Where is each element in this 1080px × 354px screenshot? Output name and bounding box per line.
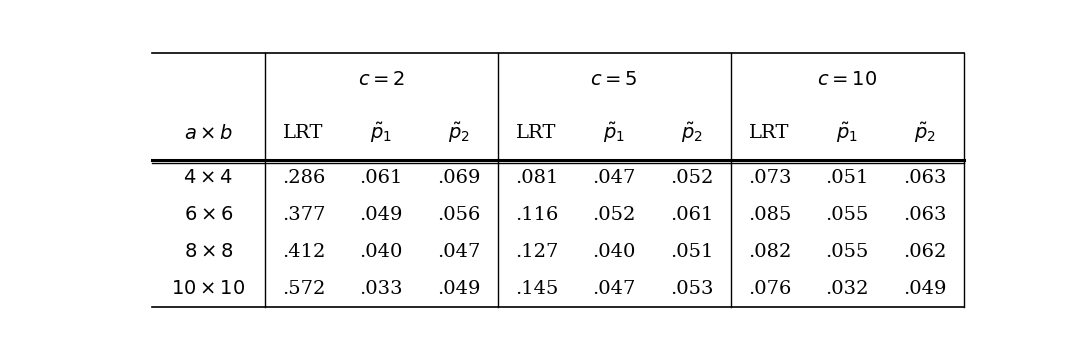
Text: .049: .049 [360, 206, 403, 224]
Text: .076: .076 [747, 280, 792, 297]
Text: .081: .081 [515, 169, 558, 187]
Text: .040: .040 [360, 243, 403, 261]
Text: .049: .049 [903, 280, 946, 297]
Text: $c=5$: $c=5$ [591, 71, 638, 89]
Text: .377: .377 [282, 206, 325, 224]
Text: $10 \times 10$: $10 \times 10$ [171, 280, 245, 297]
Text: .055: .055 [825, 206, 868, 224]
Text: .049: .049 [437, 280, 481, 297]
Text: .056: .056 [437, 206, 481, 224]
Text: .572: .572 [282, 280, 325, 297]
Text: .033: .033 [360, 280, 403, 297]
Text: $\tilde{p}_2$: $\tilde{p}_2$ [914, 121, 935, 145]
Text: .052: .052 [671, 169, 714, 187]
Text: .063: .063 [903, 169, 946, 187]
Text: .063: .063 [903, 206, 946, 224]
Text: .062: .062 [903, 243, 946, 261]
Text: .082: .082 [747, 243, 792, 261]
Text: .286: .286 [282, 169, 325, 187]
Text: .032: .032 [825, 280, 869, 297]
Text: .085: .085 [747, 206, 792, 224]
Text: .051: .051 [825, 169, 868, 187]
Text: $\tilde{p}_1$: $\tilde{p}_1$ [603, 121, 625, 145]
Text: .051: .051 [671, 243, 714, 261]
Text: .055: .055 [825, 243, 868, 261]
Text: $\tilde{p}_2$: $\tilde{p}_2$ [448, 121, 470, 145]
Text: .047: .047 [593, 169, 636, 187]
Text: $c=10$: $c=10$ [818, 71, 877, 89]
Text: .412: .412 [282, 243, 325, 261]
Text: .040: .040 [593, 243, 636, 261]
Text: .116: .116 [515, 206, 558, 224]
Text: .061: .061 [671, 206, 714, 224]
Text: $4 \times 4$: $4 \times 4$ [184, 169, 233, 187]
Text: LRT: LRT [283, 124, 324, 142]
Text: $\tilde{p}_2$: $\tilde{p}_2$ [680, 121, 703, 145]
Text: $6 \times 6$: $6 \times 6$ [184, 206, 233, 224]
Text: $a \times b$: $a \times b$ [184, 124, 233, 143]
Text: .053: .053 [670, 280, 714, 297]
Text: $\tilde{p}_1$: $\tilde{p}_1$ [836, 121, 859, 145]
Text: .052: .052 [593, 206, 636, 224]
Text: $\tilde{p}_1$: $\tilde{p}_1$ [370, 121, 392, 145]
Text: $c=2$: $c=2$ [357, 71, 405, 89]
Text: .145: .145 [515, 280, 558, 297]
Text: .073: .073 [747, 169, 792, 187]
Text: .047: .047 [593, 280, 636, 297]
Text: .069: .069 [437, 169, 481, 187]
Text: .061: .061 [360, 169, 403, 187]
Text: LRT: LRT [750, 124, 789, 142]
Text: .047: .047 [437, 243, 481, 261]
Text: LRT: LRT [516, 124, 557, 142]
Text: $8 \times 8$: $8 \times 8$ [184, 243, 233, 261]
Text: .127: .127 [515, 243, 558, 261]
